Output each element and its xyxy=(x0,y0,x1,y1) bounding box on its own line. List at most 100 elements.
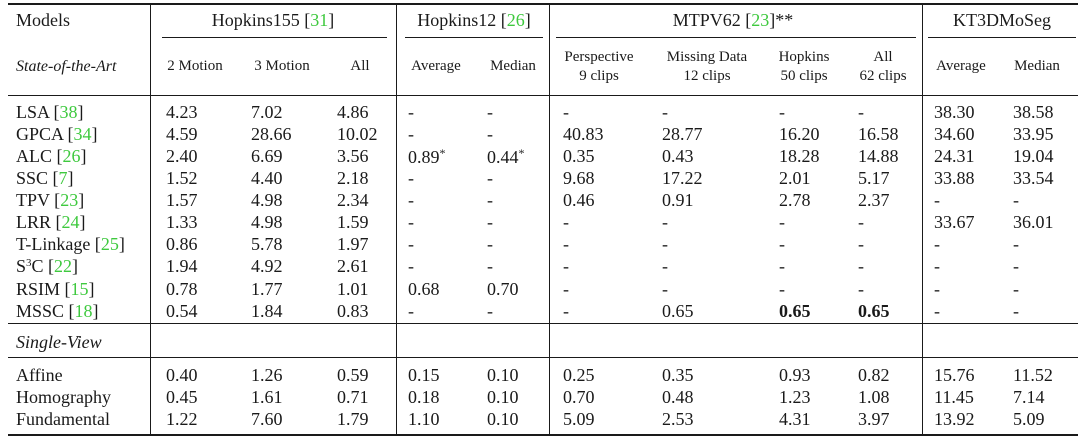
table-cell: 10.02 xyxy=(337,124,378,144)
column-header-line1: All xyxy=(873,49,893,65)
column-header: 2 Motion xyxy=(167,58,223,74)
table-cell: - xyxy=(563,301,569,321)
table-cell: 18.28 xyxy=(779,146,820,166)
model-name: S xyxy=(16,256,27,276)
column-header: 3 Motion xyxy=(254,58,310,74)
table-cell: 3.56 xyxy=(337,146,369,166)
model-name: LRR [ xyxy=(16,212,62,232)
table-cell: - xyxy=(563,256,569,276)
model-name: LSA [ xyxy=(16,102,60,122)
table-cell: - xyxy=(779,234,785,254)
table-cell: 0.43 xyxy=(662,146,694,166)
table-cell: 0.10 xyxy=(487,409,519,429)
citation-ref: 23 xyxy=(60,190,79,210)
column-header-line1: Perspective xyxy=(564,49,634,65)
model-name: T-Linkage [ xyxy=(16,234,101,254)
column-header-line2: 9 clips xyxy=(579,68,619,84)
table-cell: 0.82 xyxy=(858,365,890,385)
table-cell: - xyxy=(934,279,940,299)
table-cell: 0.65 xyxy=(662,301,694,321)
table-cell: - xyxy=(858,279,864,299)
table-cell: 13.92 xyxy=(934,409,975,429)
table-cell: 7.14 xyxy=(1013,387,1045,407)
table-cell: - xyxy=(1013,190,1019,210)
table-cell: 1.33 xyxy=(166,212,198,232)
table-cell: 0.71 xyxy=(337,387,369,407)
model-name-end: ] xyxy=(88,279,95,299)
table-cell: - xyxy=(487,212,493,232)
table-cell: 2.53 xyxy=(662,409,694,429)
table-cell: 4.92 xyxy=(251,256,283,276)
group-name-end: ] xyxy=(524,10,531,30)
table-cell: - xyxy=(1013,256,1019,276)
table-cell: 17.22 xyxy=(662,168,703,188)
citation-ref: 26 xyxy=(506,10,525,30)
model-name: ALC [ xyxy=(16,146,63,166)
table-cell: - xyxy=(408,102,414,122)
section-rule-2 xyxy=(8,357,1078,358)
citation-ref: 22 xyxy=(54,256,73,276)
table-cell: 6.69 xyxy=(251,146,283,166)
table-cell: 33.95 xyxy=(1013,124,1054,144)
vertical-rule xyxy=(150,3,151,434)
table-cell: - xyxy=(408,301,414,321)
column-header: All xyxy=(350,58,370,74)
table-cell: 3.97 xyxy=(858,409,890,429)
table-cell: 1.77 xyxy=(251,279,283,299)
table-cell: - xyxy=(662,256,668,276)
citation-ref: 26 xyxy=(62,146,81,166)
table-cell: 0.18 xyxy=(408,387,440,407)
models-header: Models xyxy=(16,10,70,30)
table-cell: 0.65 xyxy=(858,301,890,321)
model-name: MSSC [ xyxy=(16,301,75,321)
table-cell: - xyxy=(408,168,414,188)
group-underline-hopkins155 xyxy=(162,37,387,38)
section-title-sota: State-of-the-Art xyxy=(16,58,117,75)
table-cell: 2.61 xyxy=(337,256,369,276)
table-cell: - xyxy=(563,102,569,122)
row-label: Fundamental xyxy=(16,410,110,428)
table-cell: 33.67 xyxy=(934,212,975,232)
table-cell: 15.76 xyxy=(934,365,975,385)
cell-value: 0.89 xyxy=(408,147,440,167)
column-header: Missing Data 12 clips xyxy=(667,48,747,86)
table-cell: - xyxy=(563,212,569,232)
table-cell: 7.60 xyxy=(251,409,283,429)
model-name-end: ] xyxy=(77,102,84,122)
table-cell: 1.52 xyxy=(166,168,198,188)
row-label: ALC [26] xyxy=(16,147,87,165)
table-cell: - xyxy=(408,212,414,232)
group-header: Hopkins12 [26] xyxy=(417,11,531,29)
table-cell: 2.34 xyxy=(337,190,369,210)
table-cell: 0.46 xyxy=(563,190,595,210)
table-cell: 1.59 xyxy=(337,212,369,232)
citation-ref: 38 xyxy=(59,102,78,122)
citation-ref: 18 xyxy=(74,301,93,321)
table-cell: - xyxy=(1013,234,1019,254)
model-name-end: ] xyxy=(91,124,98,144)
table-cell: - xyxy=(662,102,668,122)
table-cell: 4.23 xyxy=(166,102,198,122)
row-label: Homography xyxy=(16,388,111,406)
group-underline-hopkins12 xyxy=(405,37,543,38)
table-cell: 1.23 xyxy=(779,387,811,407)
table-cell: - xyxy=(858,102,864,122)
column-header: Hopkins 50 clips xyxy=(779,48,830,86)
table-cell: 1.01 xyxy=(337,279,369,299)
table-cell: 0.48 xyxy=(662,387,694,407)
table-cell: 0.70 xyxy=(563,387,595,407)
table-cell: 4.98 xyxy=(251,190,283,210)
citation-ref: 15 xyxy=(70,279,89,299)
table-cell: 1.10 xyxy=(408,409,440,429)
table-cell: 1.08 xyxy=(858,387,890,407)
row-label: RSIM [15] xyxy=(16,280,95,298)
row-label: TPV [23] xyxy=(16,191,84,209)
table-cell: 33.54 xyxy=(1013,168,1054,188)
table-cell: 7.02 xyxy=(251,102,283,122)
citation-ref: 34 xyxy=(73,124,92,144)
table-cell: 2.18 xyxy=(337,168,369,188)
table-cell: 40.83 xyxy=(563,124,604,144)
table-cell: - xyxy=(563,234,569,254)
table-cell: - xyxy=(779,256,785,276)
table-cell: 5.09 xyxy=(563,409,595,429)
